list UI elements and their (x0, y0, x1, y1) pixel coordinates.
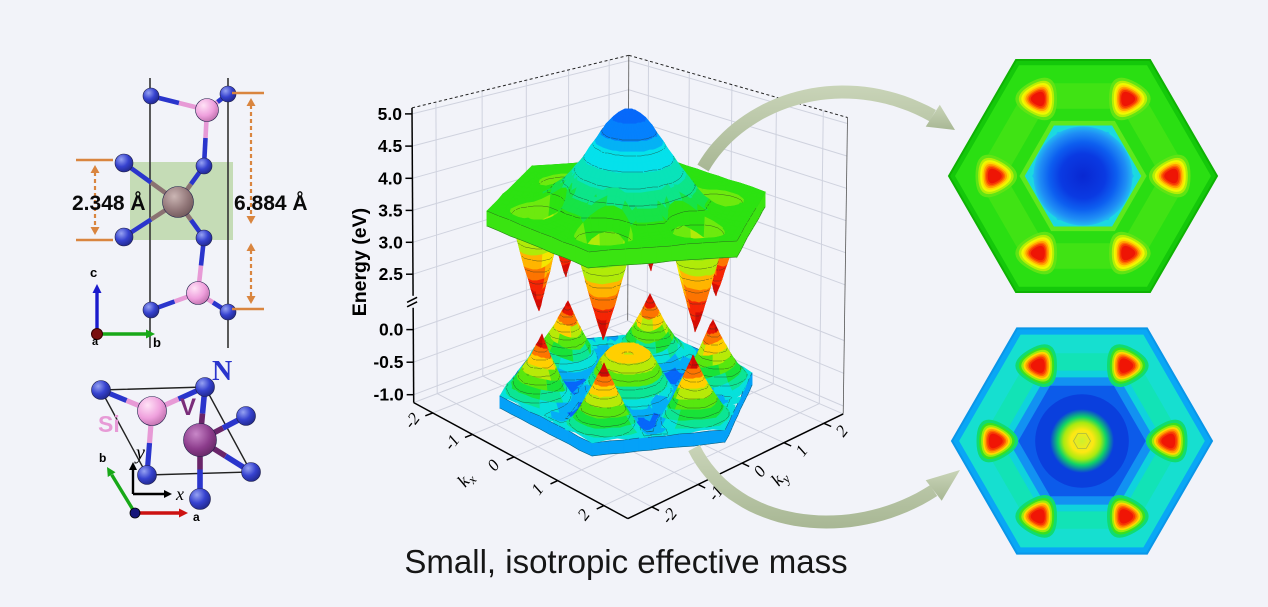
svg-text:Small, isotropic effective mas: Small, isotropic effective mass (404, 543, 847, 580)
svg-text:c: c (90, 265, 97, 280)
svg-text:b: b (99, 451, 106, 465)
svg-text:-0.5: -0.5 (373, 352, 403, 372)
svg-text:3.5: 3.5 (378, 200, 403, 220)
svg-text:Si: Si (98, 411, 120, 437)
svg-text:V: V (180, 394, 196, 421)
svg-text:y: y (134, 442, 145, 464)
svg-text:N: N (212, 356, 232, 387)
svg-text:4.0: 4.0 (378, 168, 403, 188)
svg-text:x: x (175, 484, 184, 504)
svg-text:-1.0: -1.0 (374, 385, 404, 405)
svg-text:0.0: 0.0 (379, 320, 404, 340)
svg-text:Energy (eV): Energy (eV) (349, 208, 371, 316)
svg-text:a: a (193, 510, 200, 524)
svg-text:5.0: 5.0 (378, 104, 403, 124)
svg-text:6.884 Å: 6.884 Å (234, 191, 308, 215)
svg-text:3.0: 3.0 (378, 232, 403, 252)
svg-text:4.5: 4.5 (378, 136, 403, 156)
svg-text:b: b (153, 335, 161, 350)
svg-text:2.5: 2.5 (379, 264, 404, 284)
svg-text:2.348 Å: 2.348 Å (72, 191, 146, 215)
svg-text:a: a (92, 336, 99, 348)
